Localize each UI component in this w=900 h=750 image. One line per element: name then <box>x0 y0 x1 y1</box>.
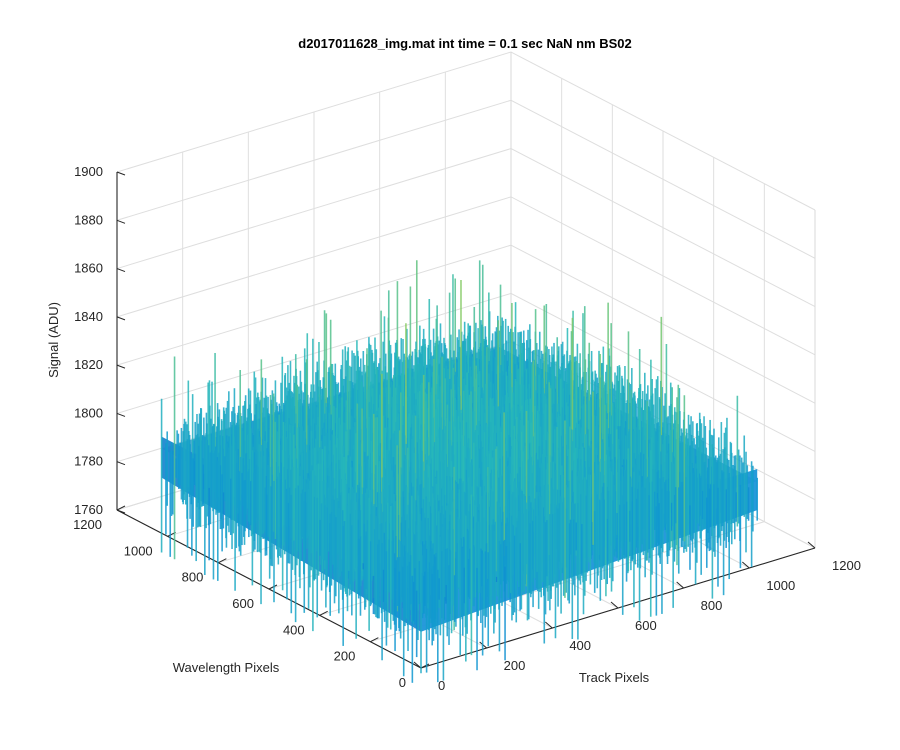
y-tick <box>116 505 126 511</box>
z-tick <box>116 171 126 176</box>
y-tick-label: 1000 <box>124 543 153 558</box>
x-tick <box>742 561 750 569</box>
x-tick-label: 800 <box>701 598 723 613</box>
y-tick-label: 0 <box>399 675 406 690</box>
z-tick-label: 1780 <box>74 454 103 469</box>
x-tick-label: 200 <box>504 658 526 673</box>
y-axis-label: Wavelength Pixels <box>173 660 280 675</box>
z-tick-label: 1840 <box>74 309 103 324</box>
chart-title: d2017011628_img.mat int time = 0.1 sec N… <box>298 36 631 51</box>
z-tick <box>116 219 126 224</box>
x-tick <box>545 621 553 629</box>
z-tick-label: 1880 <box>74 212 103 227</box>
x-tick <box>807 541 816 549</box>
z-tick-label: 1820 <box>74 357 103 372</box>
y-tick-label: 800 <box>182 570 204 585</box>
grid-line-z <box>116 148 816 308</box>
z-axis-label: Signal (ADU) <box>46 302 61 378</box>
signal-surface <box>160 260 759 683</box>
x-axis-label: Track Pixels <box>579 670 650 685</box>
z-tick-label: 1760 <box>74 502 103 517</box>
y-tick-label: 600 <box>232 596 254 611</box>
z-tick <box>116 461 126 466</box>
x-tick-label: 1000 <box>766 578 795 593</box>
x-tick <box>676 581 684 589</box>
z-tick-label: 1900 <box>74 164 103 179</box>
y-tick <box>420 663 430 669</box>
y-tick <box>319 610 328 616</box>
grid-line-z <box>116 196 816 356</box>
x-tick-label: 600 <box>635 618 657 633</box>
y-tick-label: 400 <box>283 622 305 637</box>
tick-labels: 0 200 400 600 800 1000 1200 0 200 400 600 800 1000 12… <box>73 164 861 693</box>
x-tick-label: 400 <box>569 638 591 653</box>
axes <box>116 171 816 669</box>
y-tick <box>268 584 278 590</box>
y-tick-label: 200 <box>334 649 356 664</box>
x-tick <box>413 661 422 669</box>
grid-line-z <box>116 51 816 211</box>
z-tick-label: 1860 <box>74 261 103 276</box>
z-tick <box>116 316 126 321</box>
z-tick <box>116 509 126 514</box>
y-tick-label: 1200 <box>73 517 102 532</box>
y-tick <box>370 637 379 643</box>
grid-line-z <box>116 99 816 259</box>
x-tick-label: 1200 <box>832 558 861 573</box>
x-tick-label: 0 <box>438 678 445 693</box>
z-tick <box>116 364 126 369</box>
z-tick <box>116 412 126 417</box>
z-tick <box>116 268 126 273</box>
z-tick-label: 1800 <box>74 405 103 420</box>
x-tick <box>610 601 619 609</box>
y-tick <box>218 558 227 564</box>
